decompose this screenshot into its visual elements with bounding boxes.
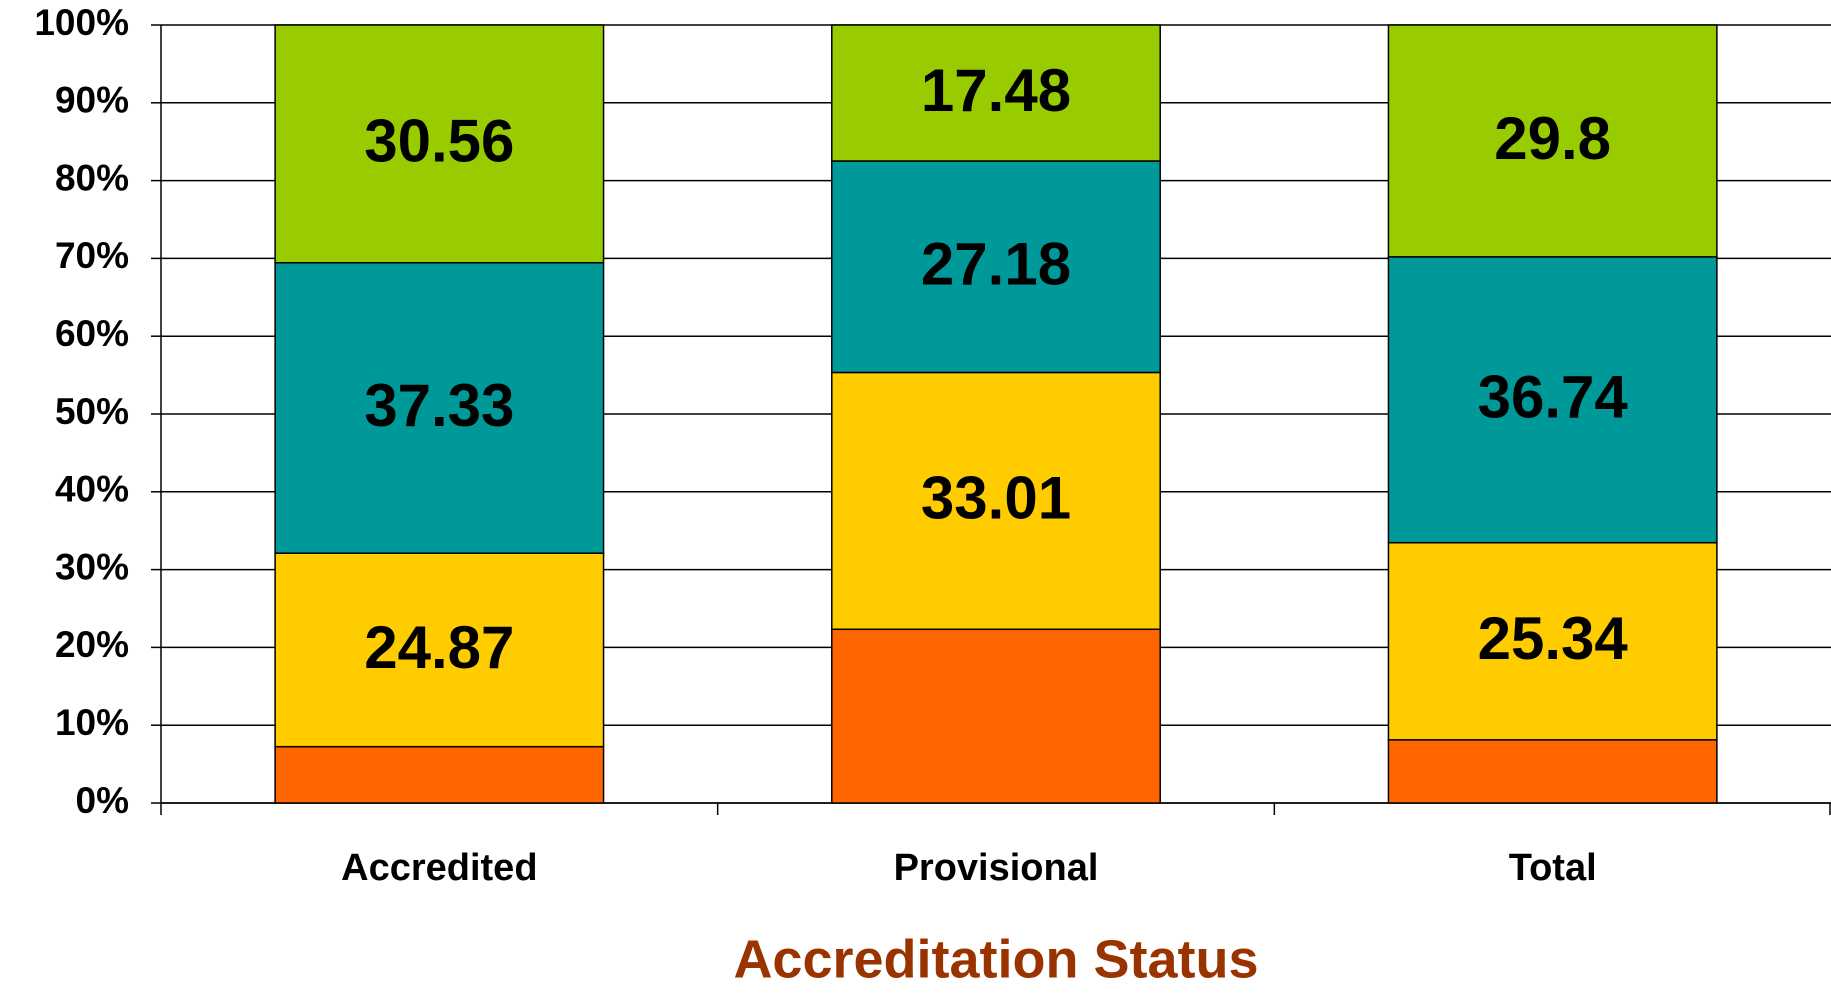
bar-segment — [831, 628, 1161, 804]
data-label: 17.48 — [921, 57, 1071, 124]
x-tick-label: Provisional — [894, 847, 1099, 889]
y-tick-label: 0% — [76, 780, 129, 821]
bar-segment — [831, 24, 1161, 162]
y-tick-label: 20% — [55, 624, 129, 665]
x-tick-label: Total — [1509, 847, 1597, 889]
y-tick-label: 30% — [55, 546, 129, 587]
bar-segment — [1387, 256, 1718, 544]
data-label: 33.01 — [921, 465, 1071, 532]
y-tick-label: 10% — [55, 702, 129, 743]
data-label: 30.56 — [364, 108, 514, 175]
bar-segment — [274, 745, 605, 804]
y-tick-label: 100% — [34, 2, 129, 43]
data-label: 37.33 — [364, 372, 514, 439]
y-tick-label: 40% — [55, 469, 129, 510]
bar-segment — [831, 160, 1161, 374]
bar-segment — [1387, 24, 1718, 258]
data-label: 24.87 — [364, 614, 514, 681]
y-tick-label: 90% — [55, 80, 129, 121]
bar-segment — [274, 552, 605, 748]
data-label: 25.34 — [1478, 605, 1629, 672]
bar-segment — [274, 262, 605, 554]
data-label: 27.18 — [921, 231, 1071, 298]
y-tick-label: 70% — [55, 235, 129, 276]
y-tick-label: 60% — [55, 313, 129, 354]
bar-segment — [274, 24, 605, 264]
y-tick-label: 50% — [55, 391, 129, 432]
data-label: 29.8 — [1494, 105, 1611, 172]
y-tick-label: 80% — [55, 157, 129, 198]
bar-segment — [1387, 541, 1718, 741]
x-axis-title: Accreditation Status — [733, 929, 1258, 989]
x-tick-label: Accredited — [341, 847, 537, 889]
bar-segment — [1387, 739, 1718, 804]
data-label: 36.74 — [1478, 364, 1629, 431]
